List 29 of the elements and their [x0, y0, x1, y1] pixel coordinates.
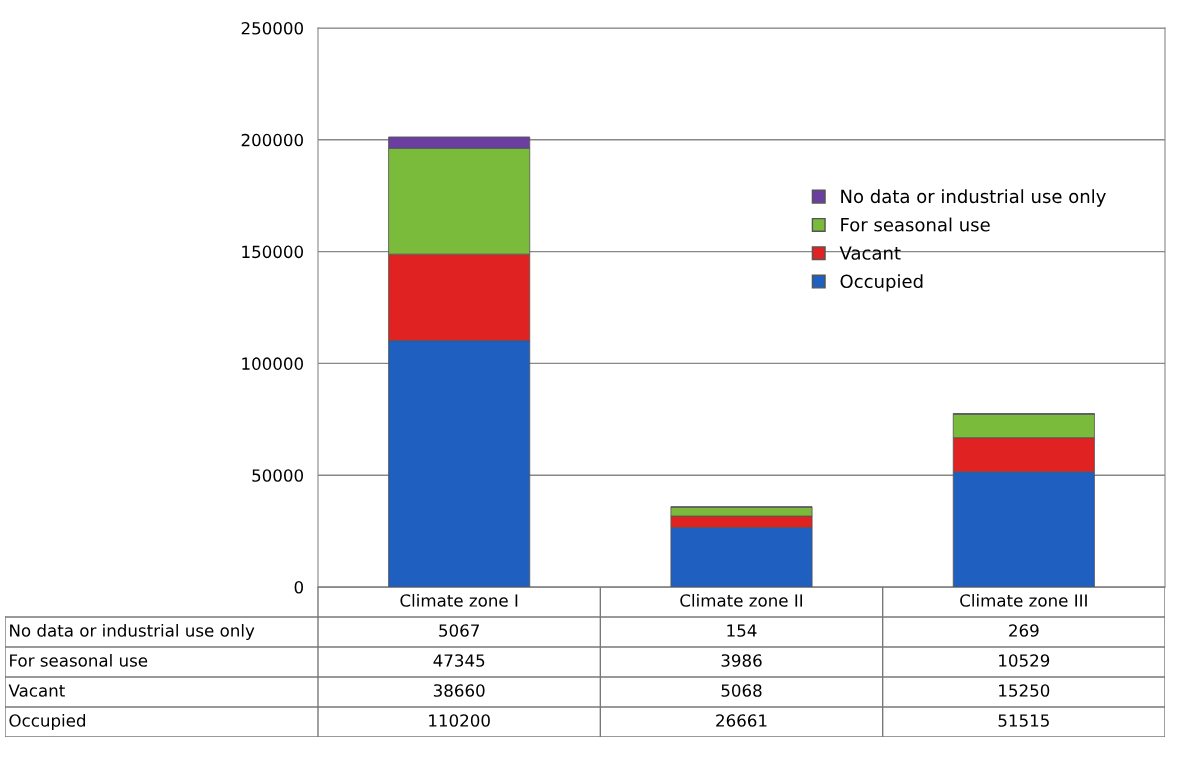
- data-label: 5068: [721, 684, 762, 697]
- y-tick-label: 200000: [241, 133, 303, 147]
- data-label: 3986: [721, 654, 762, 667]
- y-tick-label: 250000: [241, 21, 303, 35]
- data-label: 51515: [998, 714, 1049, 727]
- data-label: 26661: [716, 714, 767, 727]
- y-tick-label: 150000: [242, 245, 303, 259]
- y-tick-label: 100000: [242, 357, 303, 370]
- text: For seasonal use: [10, 653, 148, 667]
- data-label: 110200: [429, 714, 490, 727]
- legend-label: No data or industrial use only: [841, 189, 1106, 207]
- data-label: 269: [1009, 624, 1039, 637]
- y-tick-label: 0: [294, 580, 303, 594]
- data-label: 5067: [439, 624, 479, 637]
- data-label: 47345: [433, 654, 485, 667]
- y-tick-label: 50000: [252, 469, 303, 482]
- text: No data or industrial use only: [10, 623, 255, 641]
- legend-label: Vacant: [839, 246, 901, 260]
- data-label: 154: [727, 624, 757, 637]
- data-label: 10529: [999, 654, 1050, 667]
- x-tick-label: Climate zone I: [400, 593, 518, 607]
- data-label: 15250: [999, 684, 1050, 697]
- text: Vacant: [8, 684, 65, 697]
- x-tick-label: Climate zone III: [960, 593, 1087, 607]
- data-label: 38660: [433, 684, 485, 697]
- legend-label: Occupied: [840, 274, 923, 292]
- text: Occupied: [9, 713, 86, 731]
- legend-label: For seasonal use: [841, 217, 990, 232]
- x-tick-label: Climate zone II: [680, 593, 803, 607]
